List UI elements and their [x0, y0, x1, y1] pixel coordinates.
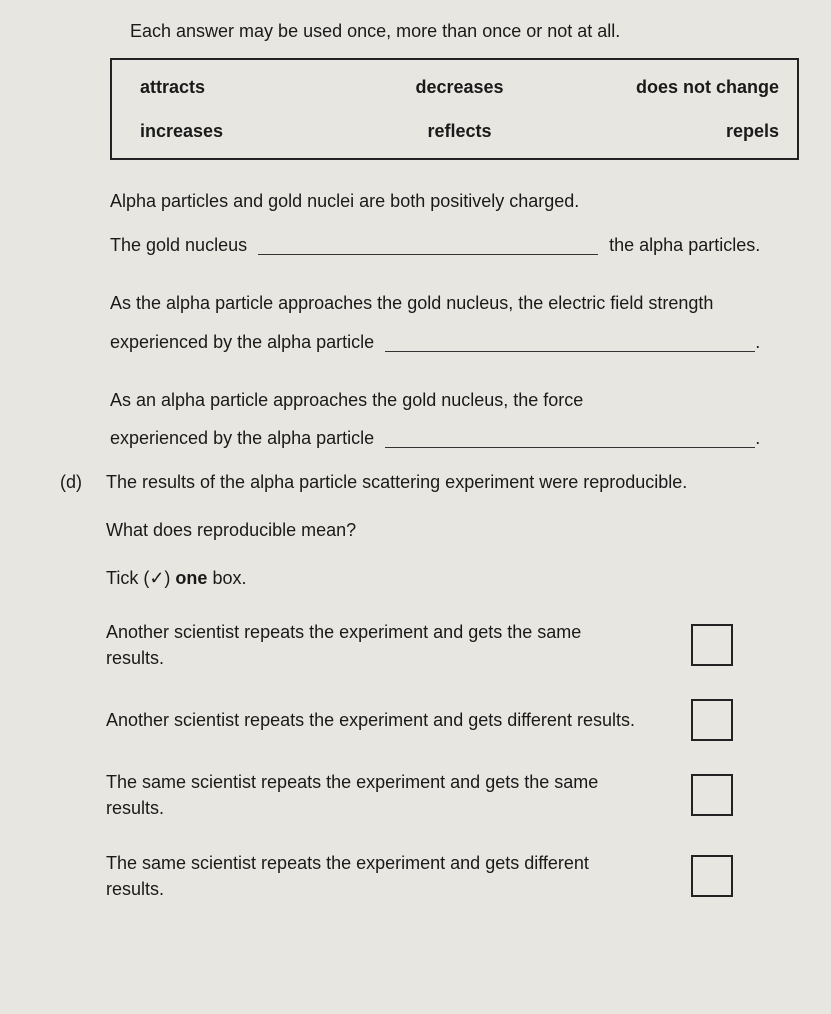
- word-option: increases: [140, 118, 353, 144]
- fill-blank-section: Alpha particles and gold nuclei are both…: [110, 188, 803, 451]
- text-bold: one: [175, 568, 207, 588]
- option-row: Another scientist repeats the experiment…: [106, 699, 803, 741]
- word-option: decreases: [353, 74, 566, 100]
- word-bank: attracts decreases does not change incre…: [110, 58, 799, 160]
- text-fragment: ): [164, 568, 175, 588]
- word-option: repels: [566, 118, 779, 144]
- text-fragment: .: [755, 428, 760, 448]
- statement: As the alpha particle approaches the gol…: [110, 290, 803, 316]
- checkbox[interactable]: [691, 624, 733, 666]
- word-option: reflects: [353, 118, 566, 144]
- question: What does reproducible mean?: [106, 517, 803, 543]
- text-fragment: experienced by the alpha particle: [110, 428, 374, 448]
- answer-blank[interactable]: [258, 254, 598, 255]
- answer-blank[interactable]: [385, 351, 755, 352]
- checkbox[interactable]: [691, 774, 733, 816]
- checkbox[interactable]: [691, 855, 733, 897]
- answer-blank[interactable]: [385, 447, 755, 448]
- instruction-text: Each answer may be used once, more than …: [130, 18, 803, 44]
- tick-instruction: Tick (✓) one box.: [106, 565, 803, 591]
- option-row: Another scientist repeats the experiment…: [106, 619, 803, 671]
- check-icon: ✓: [149, 568, 164, 588]
- word-row: attracts decreases does not change: [140, 74, 779, 100]
- word-option: does not change: [566, 74, 779, 100]
- statement: experienced by the alpha particle .: [110, 425, 803, 451]
- text-fragment: box.: [207, 568, 246, 588]
- text-fragment: .: [755, 332, 760, 352]
- text-fragment: the alpha particles.: [609, 235, 760, 255]
- text-fragment: experienced by the alpha particle: [110, 332, 374, 352]
- option-text: Another scientist repeats the experiment…: [106, 619, 636, 671]
- option-text: The same scientist repeats the experimen…: [106, 769, 636, 821]
- statement: Alpha particles and gold nuclei are both…: [110, 188, 803, 214]
- option-row: The same scientist repeats the experimen…: [106, 850, 803, 902]
- part-label: (d): [60, 469, 106, 495]
- part-d: (d) The results of the alpha particle sc…: [60, 469, 803, 902]
- text-fragment: The gold nucleus: [110, 235, 247, 255]
- text-fragment: Tick (: [106, 568, 149, 588]
- checkbox[interactable]: [691, 699, 733, 741]
- word-row: increases reflects repels: [140, 118, 779, 144]
- option-text: The same scientist repeats the experimen…: [106, 850, 636, 902]
- statement: The results of the alpha particle scatte…: [106, 469, 803, 495]
- option-text: Another scientist repeats the experiment…: [106, 707, 635, 733]
- statement: experienced by the alpha particle .: [110, 329, 803, 355]
- statement: The gold nucleus the alpha particles.: [110, 232, 803, 258]
- word-option: attracts: [140, 74, 353, 100]
- part-content: The results of the alpha particle scatte…: [106, 469, 803, 902]
- statement: As an alpha particle approaches the gold…: [110, 387, 803, 413]
- option-row: The same scientist repeats the experimen…: [106, 769, 803, 821]
